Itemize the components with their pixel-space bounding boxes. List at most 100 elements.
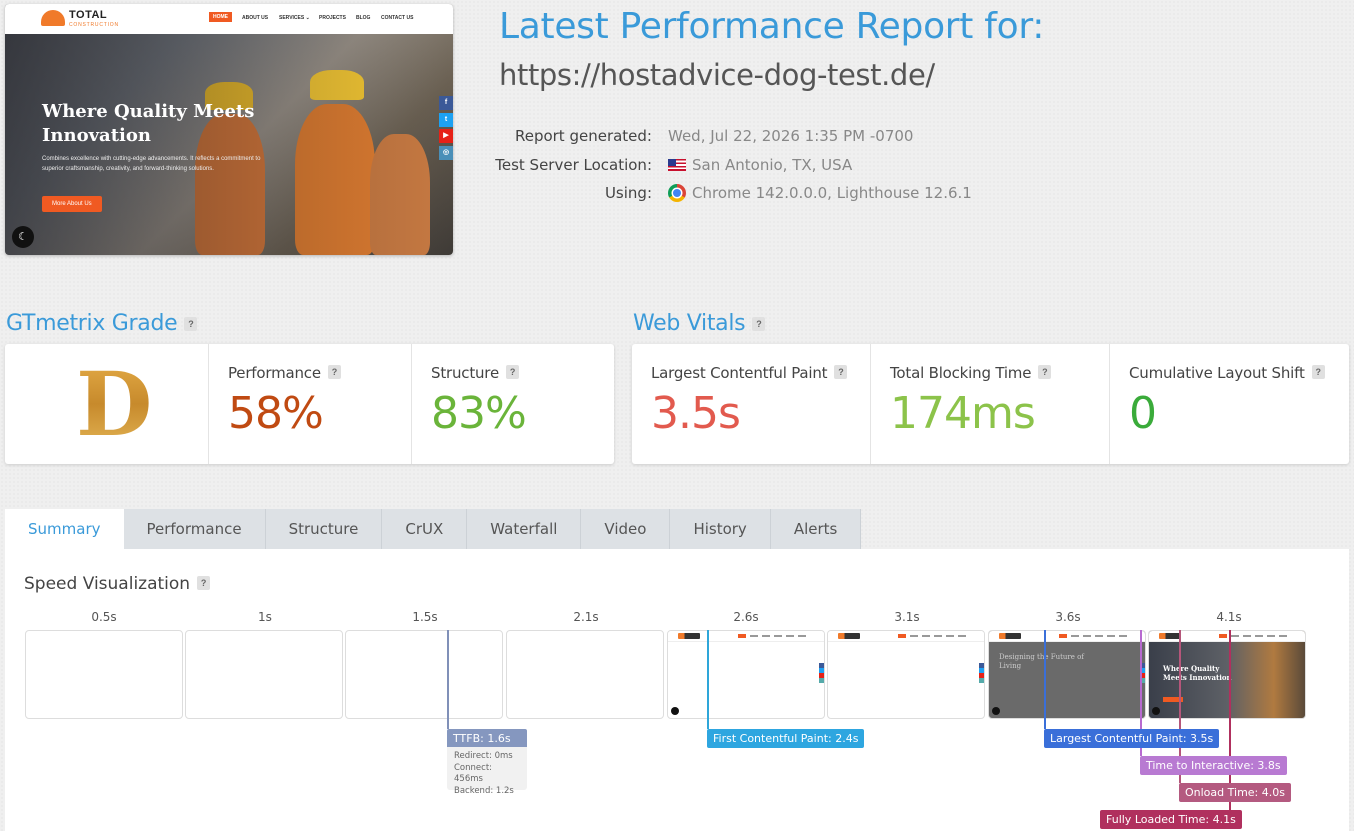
frame-hero-text: Designing the Future of Living [999, 653, 1084, 670]
grade-letter: D [76, 352, 153, 456]
instagram-icon: ◎ [439, 146, 453, 160]
meta-value: San Antonio, TX, USA [668, 156, 852, 174]
tbt-label: Total Blocking Time? [890, 364, 1052, 382]
help-icon[interactable]: ? [197, 576, 211, 590]
report-title: Latest Performance Report for: [499, 6, 1045, 47]
tab-structure[interactable]: Structure [265, 509, 383, 549]
tab-alerts[interactable]: Alerts [770, 509, 862, 549]
filmstrip-frame[interactable] [345, 630, 503, 719]
fcp-marker: First Contentful Paint: 2.4s [707, 729, 865, 748]
cls-label: Cumulative Layout Shift? [1129, 364, 1325, 382]
meta-label: Using: [604, 184, 652, 202]
speed-visualization-heading: Speed Visualization? [24, 574, 211, 594]
site-nav-home: HOME [209, 12, 232, 22]
timeline-label: 2.6s [733, 610, 759, 624]
ttfb-line [447, 630, 449, 729]
lcp-label: Largest Contentful Paint? [651, 364, 848, 382]
timeline-label: 0.5s [91, 610, 117, 624]
meta-location: Test Server Location: San Antonio, TX, U… [460, 156, 1060, 180]
page-screenshot: TOTAL CONSTRUCTION HOME ABOUT US SERVICE… [5, 4, 453, 255]
fully-loaded-line [1229, 630, 1231, 810]
report-tabs: Summary Performance Structure CrUX Water… [5, 509, 862, 549]
ttfb-marker: TTFB: 1.6s [447, 729, 527, 748]
structure-label: Structure? [431, 364, 519, 382]
site-nav-contact: CONTACT US [381, 15, 414, 21]
tab-history[interactable]: History [670, 509, 771, 549]
cls-cell: Cumulative Layout Shift? 0 [1110, 344, 1349, 464]
help-icon[interactable]: ? [834, 365, 848, 379]
timeline-label: 4.1s [1216, 610, 1242, 624]
tab-summary[interactable]: Summary [5, 509, 124, 549]
tab-waterfall[interactable]: Waterfall [467, 509, 582, 549]
meta-value: Chrome 142.0.0.0, Lighthouse 12.6.1 [668, 184, 972, 202]
web-vitals-heading: Web Vitals? [633, 311, 766, 336]
chrome-icon [668, 184, 686, 202]
tbt-value: 174ms [890, 388, 1036, 439]
tab-video[interactable]: Video [581, 509, 671, 549]
tab-performance[interactable]: Performance [123, 509, 266, 549]
filmstrip-frame[interactable]: Where Quality Meets Innovation [1148, 630, 1306, 719]
moon-icon: ☾ [12, 226, 34, 248]
fully-loaded-marker: Fully Loaded Time: 4.1s [1100, 810, 1242, 829]
help-icon[interactable]: ? [505, 365, 519, 379]
site-nav-blog: BLOG [356, 15, 371, 21]
tbt-cell: Total Blocking Time? 174ms [871, 344, 1110, 464]
site-hero-button: More About Us [42, 196, 102, 212]
help-icon[interactable]: ? [184, 317, 198, 331]
help-icon[interactable]: ? [1311, 365, 1325, 379]
lcp-marker: Largest Contentful Paint: 3.5s [1044, 729, 1220, 748]
filmstrip-frame[interactable] [25, 630, 183, 719]
moon-icon [992, 707, 1000, 715]
report-url[interactable]: https://hostadvice-dog-test.de/ [499, 58, 935, 92]
timeline-label: 3.1s [894, 610, 920, 624]
grade-cell: D [5, 344, 209, 464]
site-hero-text: Combines excellence with cutting-edge ad… [42, 156, 261, 172]
filmstrip-frame[interactable] [667, 630, 825, 719]
web-vitals-title: Web Vitals [633, 311, 746, 336]
performance-score: 58% [228, 388, 324, 439]
meta-using: Using: Chrome 142.0.0.0, Lighthouse 12.6… [460, 184, 1060, 208]
hero-overlay [5, 34, 453, 255]
tab-crux[interactable]: CrUX [382, 509, 468, 549]
ttfb-connect: Connect: 456ms [454, 762, 493, 785]
location-text: San Antonio, TX, USA [692, 156, 853, 174]
lcp-value: 3.5s [651, 388, 741, 439]
filmstrip-frame[interactable] [827, 630, 985, 719]
timeline-label: 3.6s [1055, 610, 1081, 624]
timeline-label: 1s [258, 610, 272, 624]
structure-cell: Structure? 83% [412, 344, 614, 464]
timeline-label: 1.5s [412, 610, 438, 624]
ttfb-backend: Backend: 1.2s [454, 785, 514, 796]
cls-value: 0 [1129, 388, 1157, 439]
site-logo-sub: CONSTRUCTION [69, 22, 119, 28]
youtube-icon: ▶ [439, 129, 453, 143]
web-vitals-card: Largest Contentful Paint? 3.5s Total Blo… [632, 344, 1349, 464]
tti-line [1140, 630, 1142, 756]
gtmetrix-grade-heading: GTmetrix Grade? [6, 311, 198, 336]
filmstrip-frame[interactable] [185, 630, 343, 719]
filmstrip-frame[interactable] [506, 630, 664, 719]
performance-cell: Performance? 58% [209, 344, 412, 464]
meta-label: Report generated: [514, 127, 652, 145]
browser-text: Chrome 142.0.0.0, Lighthouse 12.6.1 [692, 184, 972, 202]
structure-score: 83% [431, 388, 527, 439]
help-icon[interactable]: ? [752, 317, 766, 331]
gtmetrix-grade-title: GTmetrix Grade [6, 311, 178, 336]
lcp-line [1044, 630, 1046, 729]
site-nav-about: ABOUT US [242, 15, 269, 21]
site-nav-services: SERVICES ⌄ [279, 15, 310, 21]
facebook-icon: f [439, 96, 453, 110]
moon-icon [1152, 707, 1160, 715]
us-flag-icon [668, 159, 686, 171]
site-nav: TOTAL CONSTRUCTION HOME ABOUT US SERVICE… [5, 4, 453, 34]
timeline-label: 2.1s [573, 610, 599, 624]
help-icon[interactable]: ? [1038, 365, 1052, 379]
help-icon[interactable]: ? [327, 365, 341, 379]
site-nav-projects: PROJECTS [319, 15, 346, 21]
site-hero-title: Where Quality Meets Innovation [42, 101, 255, 146]
ttfb-details: Redirect: 0ms Connect: 456ms Backend: 1.… [447, 747, 527, 796]
gtmetrix-grade-card: D Performance? 58% Structure? 83% [5, 344, 614, 464]
onload-marker: Onload Time: 4.0s [1179, 783, 1291, 802]
meta-value: Wed, Jul 22, 2026 1:35 PM -0700 [668, 127, 914, 145]
filmstrip-frame[interactable]: Designing the Future of Living [988, 630, 1146, 719]
